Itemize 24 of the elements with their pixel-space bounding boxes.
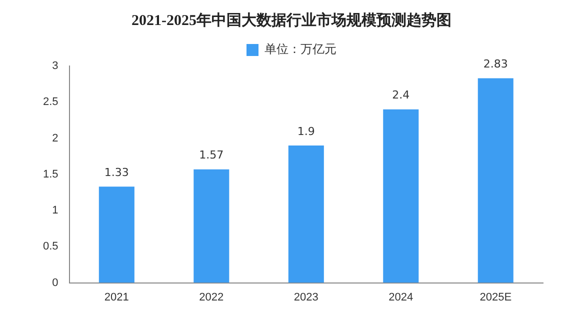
y-tick-label: 0 [52, 276, 58, 289]
x-tick-label: 2023 [294, 291, 318, 304]
data-label: 1.57 [199, 148, 224, 162]
data-label: 1.9 [297, 124, 315, 138]
y-tick-label: 2 [52, 132, 58, 144]
y-tick-label: 0.5 [42, 240, 58, 253]
bar [98, 186, 134, 283]
y-tick-label: 1.5 [42, 168, 58, 180]
x-tick-label: 2025E [480, 291, 512, 304]
chart-title: 2021-2025年中国大数据行业市场规模预测趋势图 [132, 10, 452, 29]
data-label: 2.4 [392, 88, 410, 102]
data-label: 2.83 [483, 58, 508, 71]
y-tick-label: 3 [52, 60, 58, 72]
bar [383, 109, 419, 283]
x-tick-label: 2021 [104, 291, 129, 304]
y-tick-label: 1 [52, 204, 58, 217]
data-label: 1.33 [104, 166, 129, 180]
legend-label: 单位：万亿元 [264, 42, 336, 56]
bar [478, 78, 514, 283]
bar [194, 169, 230, 283]
bar [288, 145, 324, 283]
y-tick-label: 2.5 [42, 96, 58, 108]
x-tick-label: 2024 [388, 291, 414, 304]
x-tick-label: 2022 [199, 291, 224, 304]
